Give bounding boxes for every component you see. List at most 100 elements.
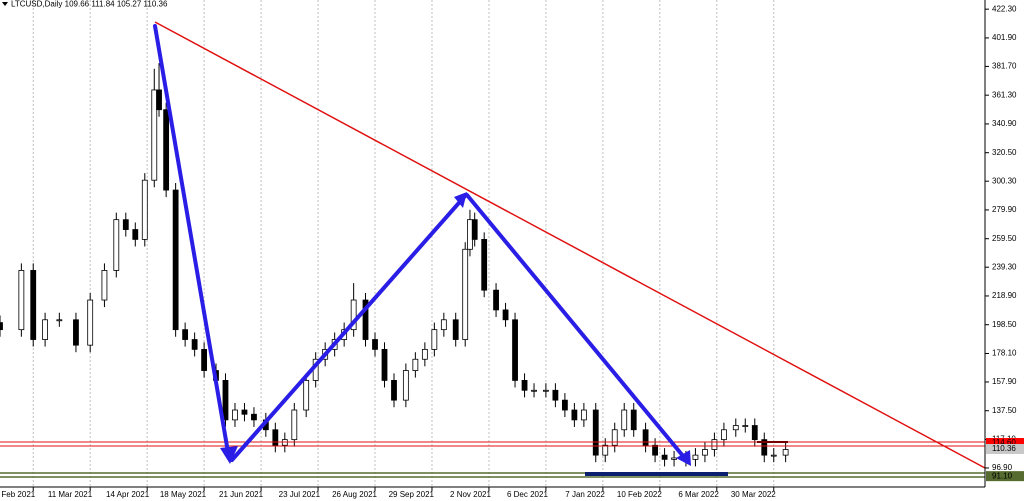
candle-body xyxy=(0,322,3,331)
candle-body xyxy=(543,389,549,392)
y-tick-label: 300.30 xyxy=(992,176,1017,185)
candle-body xyxy=(113,219,120,271)
arrow xyxy=(153,24,231,460)
candle-body xyxy=(18,270,25,331)
x-tick-label: 23 Jul 2021 xyxy=(279,490,321,499)
candle-body xyxy=(521,380,528,391)
candle-body xyxy=(702,449,708,456)
price-label-box xyxy=(986,471,1024,482)
x-tick-label: 29 Sep 2021 xyxy=(389,490,435,499)
trend-line xyxy=(154,21,986,469)
candle-body xyxy=(431,329,438,350)
candle-body xyxy=(602,444,609,456)
price-label: 91.10 xyxy=(992,471,1013,480)
candle-body xyxy=(452,319,459,340)
x-tick-label: 30 Mar 2022 xyxy=(731,490,776,499)
candle-body xyxy=(642,429,649,446)
x-tick-label: 6 Mar 2022 xyxy=(678,490,719,499)
candle-body xyxy=(201,348,208,371)
candle-body xyxy=(512,319,518,381)
candle-body xyxy=(30,270,37,340)
candle-body xyxy=(611,429,618,446)
grid xyxy=(32,0,775,487)
candle-body xyxy=(272,429,279,446)
candle-body xyxy=(721,429,727,441)
candle-body xyxy=(770,454,777,457)
candle-body xyxy=(661,454,668,460)
x-tick-label: 10 Feb 2022 xyxy=(617,490,662,499)
y-tick-label: 218.90 xyxy=(992,291,1017,300)
y-tick-label: 96.90 xyxy=(992,463,1013,472)
y-tick-label: 279.90 xyxy=(992,205,1017,214)
x-tick-label: 26 Aug 2021 xyxy=(332,490,377,499)
candle-body xyxy=(742,425,749,427)
candle-body xyxy=(172,189,179,331)
y-tick-label: 401.90 xyxy=(992,33,1017,42)
candle-body xyxy=(531,389,537,392)
candle-body xyxy=(163,109,170,191)
candle-body xyxy=(580,409,587,421)
price-label-box xyxy=(986,438,1024,449)
y-tick-label: 320.50 xyxy=(992,148,1017,157)
candle-body xyxy=(372,339,378,350)
y-tick-label: 198.50 xyxy=(992,320,1017,329)
candle-body xyxy=(462,248,469,340)
y-tick-label: 381.70 xyxy=(992,62,1017,71)
price-label-box xyxy=(986,443,1024,454)
x-tick-label: 21 Jun 2021 xyxy=(219,490,264,499)
candle-body xyxy=(782,449,789,456)
y-tick-label: 361.30 xyxy=(992,90,1017,99)
candle-body xyxy=(621,409,628,431)
candle-body xyxy=(652,444,658,456)
candle-body xyxy=(467,219,473,250)
y-tick-label: 259.50 xyxy=(992,234,1017,243)
x-tick-label: 6 Dec 2021 xyxy=(507,490,548,499)
y-tick-label: 157.90 xyxy=(992,377,1017,386)
candle-body xyxy=(552,389,559,401)
candle-body xyxy=(251,413,257,421)
arrow xyxy=(230,194,467,462)
candle-body xyxy=(692,454,699,460)
candle-body xyxy=(592,409,599,456)
candle-body xyxy=(440,319,447,331)
menu-triangle xyxy=(2,2,8,6)
x-tick-label: 7 Jan 2022 xyxy=(565,490,605,499)
candles xyxy=(0,63,789,467)
candle-body xyxy=(291,409,298,441)
candle-body xyxy=(222,380,229,421)
candle-body xyxy=(141,179,148,240)
candle-body xyxy=(671,457,677,460)
y-tick-label: 178.10 xyxy=(992,349,1017,358)
candle-body xyxy=(156,89,162,111)
axes: 5 Feb 2021 11 Mar 2021 14 Apr 2021 18 May 2… xyxy=(0,4,1024,499)
x-tick-label: 14 Apr 2021 xyxy=(106,490,150,499)
arrow-head xyxy=(676,450,691,466)
candle-body xyxy=(732,425,739,431)
candle-body xyxy=(182,329,189,340)
y-tick-label: 137.50 xyxy=(992,406,1017,415)
x-tick-label: 11 Mar 2021 xyxy=(48,490,93,499)
price-label: 110.36 xyxy=(992,444,1016,453)
y-tick-label: 239.30 xyxy=(992,262,1017,271)
candle-body xyxy=(391,380,397,401)
candle-body xyxy=(402,370,409,401)
candle-body xyxy=(350,299,357,331)
candle-body xyxy=(232,409,238,421)
candle-body xyxy=(42,319,48,340)
wave-arrows xyxy=(153,24,690,464)
arrow-head xyxy=(454,192,467,208)
candle-body xyxy=(761,439,768,456)
x-tick-label: 18 May 2021 xyxy=(160,490,207,499)
x-tick-label: 2 Nov 2021 xyxy=(450,490,491,499)
candle-body xyxy=(502,309,509,321)
drawings xyxy=(0,21,986,478)
candle-body xyxy=(493,289,499,311)
candle-body xyxy=(191,339,198,350)
candle-body xyxy=(561,399,568,411)
candle-body xyxy=(122,219,129,230)
price-label: 114.60 xyxy=(992,438,1016,447)
candle-body xyxy=(421,348,428,360)
candle-body xyxy=(87,299,94,346)
candle-body xyxy=(101,270,108,301)
